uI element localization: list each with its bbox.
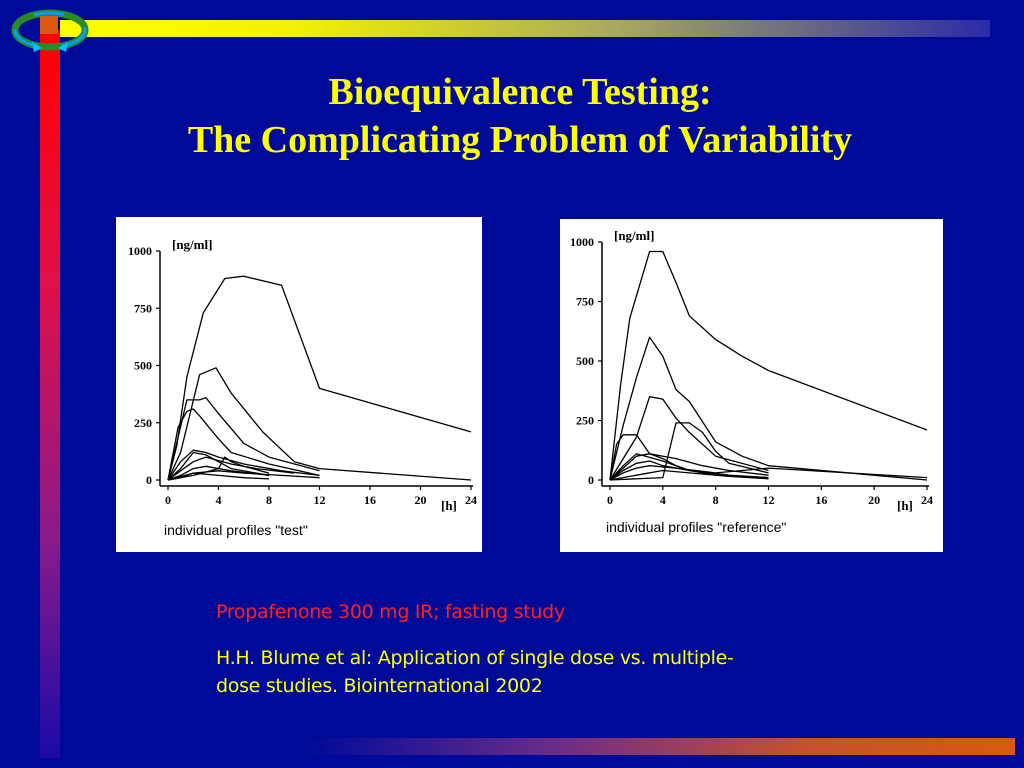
test-series-line-3 [167,396,320,481]
chart-reference: 0 250 500 750 1000 0 4 8 12 16 20 24 [ng/ml] [h] indiv… [570,228,933,535]
test-x-tick-label: 24 [465,493,477,507]
reference-caption: individual profiles "reference" [606,519,786,535]
reference-x-tick-label: 16 [815,493,827,507]
test-series-line-10 [167,456,270,481]
slide-title: Bioequivalence Testing: The Complicating… [60,68,980,164]
chart-reference-panel: 0 250 500 750 1000 0 4 8 12 16 20 24 [ng/ml] [h] indiv… [560,219,943,552]
citation-line-2: dose studies. Biointernational 2002 [216,675,543,697]
reference-y-tick-label: 500 [576,354,594,368]
citation: H.H. Blume et al: Application of single … [216,644,816,700]
reference-series-line-9 [609,469,769,481]
reference-series-line-10 [609,453,729,481]
test-y-tick-label: 1000 [128,244,152,258]
chart-test-panel: 0 250 500 750 1000 0 4 8 12 16 20 24 [ng/ml] [h] indiv… [116,217,482,552]
reference-y-tick-label: 0 [588,473,594,487]
top-decor-bar [60,20,990,37]
reference-x-tick-label: 12 [763,493,775,507]
citation-line-1: H.H. Blume et al: Application of single … [216,647,734,669]
reference-x-tick-label: 20 [868,493,880,507]
study-note: Propafenone 300 mg IR; fasting study [216,601,565,623]
test-y-tick-label: 0 [146,473,152,487]
reference-x-tick-label: 4 [660,493,666,507]
title-line-2: The Complicating Problem of Variability [187,119,853,161]
test-series-line-11 [167,472,270,481]
reference-series-line-3 [609,396,769,481]
test-caption: individual profiles "test" [164,522,308,538]
reference-series-line-1 [609,250,928,481]
reference-series-line-4 [609,434,769,481]
reference-ylabel: [ng/ml] [614,228,654,243]
reference-x-tick-label: 24 [921,493,933,507]
reference-series-line-2 [609,336,928,481]
reference-y-tick-label: 250 [576,414,594,428]
test-x-tick-label: 0 [165,493,171,507]
title-line-1: Bioequivalence Testing: [328,71,712,113]
circular-arrows-icon [11,9,89,52]
test-x-tick-label: 20 [415,493,427,507]
test-xlabel: [h] [441,498,457,513]
test-y-tick-label: 750 [134,301,152,315]
test-series-line-7 [167,456,295,481]
test-y-tick-label: 250 [134,416,152,430]
reference-series-line-5 [609,422,769,481]
reference-y-tick-label: 750 [576,295,594,309]
test-series-line-2 [167,367,472,481]
reference-series-line-6 [609,453,769,481]
reference-y-tick-label: 1000 [570,235,594,249]
test-series-line-4 [167,408,320,481]
test-series-line-8 [167,465,270,481]
reference-x-tick-label: 0 [607,493,613,507]
reference-xlabel: [h] [897,498,913,513]
test-x-tick-label: 4 [216,493,222,507]
test-series-line-1 [167,275,472,481]
chart-test: 0 250 500 750 1000 0 4 8 12 16 20 24 [ng/ml] [h] indiv… [128,237,477,538]
test-series-line-6 [167,451,270,481]
test-series-line-5 [167,449,320,481]
test-y-tick-label: 500 [134,359,152,373]
bottom-decor-bar [305,738,1015,755]
test-ylabel: [ng/ml] [172,237,212,252]
test-x-tick-label: 12 [314,493,326,507]
reference-series-line-8 [609,465,928,481]
test-x-tick-label: 8 [266,493,272,507]
left-decor-bar [40,30,60,758]
reference-x-tick-label: 8 [713,493,719,507]
test-x-tick-label: 16 [364,493,376,507]
